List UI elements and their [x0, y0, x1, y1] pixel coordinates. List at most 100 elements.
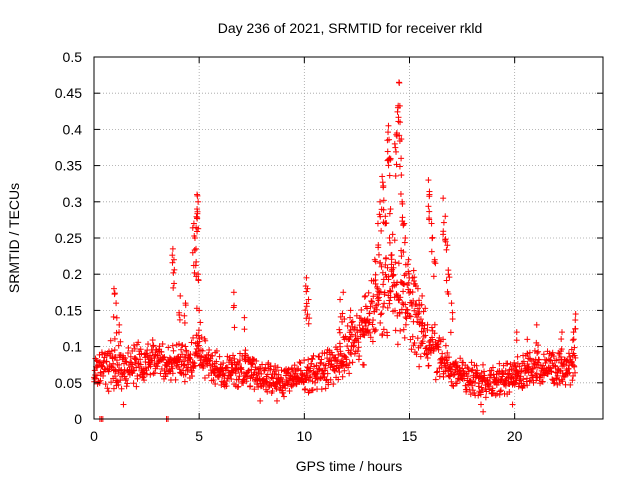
y-tick-label: 0.1: [63, 339, 83, 355]
data-point: [524, 382, 531, 389]
data-point: [440, 373, 447, 380]
data-point: [542, 360, 549, 367]
data-point: [367, 329, 374, 336]
y-tick-label: 0.3: [63, 194, 83, 210]
y-tick-label: 0.4: [63, 121, 83, 137]
data-point: [425, 177, 432, 184]
data-point: [113, 300, 120, 307]
data-point: [169, 252, 176, 259]
data-point: [406, 289, 413, 296]
data-point: [444, 242, 451, 249]
data-point: [110, 385, 117, 392]
data-point: [387, 155, 394, 162]
data-point: [274, 364, 281, 371]
data-point: [317, 375, 324, 382]
data-point: [226, 354, 233, 361]
data-point: [135, 339, 142, 346]
data-point: [199, 347, 206, 354]
data-point: [317, 359, 324, 366]
data-point: [400, 326, 407, 333]
data-point: [348, 331, 355, 338]
data-point: [170, 256, 177, 263]
data-point: [159, 340, 166, 347]
data-point: [286, 387, 293, 394]
data-point: [393, 148, 400, 155]
data-point: [473, 362, 480, 369]
data-point: [178, 346, 185, 353]
data-point: [130, 367, 137, 374]
data-point: [506, 381, 513, 388]
data-point: [409, 302, 416, 309]
data-point: [111, 291, 118, 298]
data-point: [165, 344, 172, 351]
y-tick-label: 0.2: [63, 266, 83, 282]
data-point: [110, 285, 117, 292]
data-point: [103, 358, 110, 365]
data-point: [223, 383, 230, 390]
data-point: [161, 375, 168, 382]
data-point: [550, 377, 557, 384]
data-point: [288, 364, 295, 371]
data-point: [434, 368, 441, 375]
data-point: [397, 119, 404, 126]
x-axis-label: GPS time / hours: [296, 458, 403, 474]
data-point: [306, 374, 313, 381]
data-point: [303, 274, 310, 281]
data-point: [324, 370, 331, 377]
data-point: [410, 297, 417, 304]
data-point: [373, 306, 380, 313]
data-point: [335, 376, 342, 383]
data-point: [273, 397, 280, 404]
data-point: [445, 354, 452, 361]
data-point: [142, 350, 149, 357]
data-point: [416, 363, 423, 370]
data-point: [444, 349, 451, 356]
y-tick-label: 0.15: [55, 302, 82, 318]
data-point: [377, 198, 384, 205]
y-tick-label: 0: [74, 411, 82, 427]
data-point: [565, 365, 572, 372]
data-point: [380, 206, 387, 213]
data-point: [506, 389, 513, 396]
data-point: [171, 266, 178, 273]
data-point: [379, 173, 386, 180]
data-point: [428, 220, 435, 227]
data-point: [560, 362, 567, 369]
data-point: [188, 367, 195, 374]
data-point: [377, 213, 384, 220]
data-point: [265, 359, 272, 366]
data-point: [137, 346, 144, 353]
data-point: [238, 366, 245, 373]
data-point: [467, 391, 474, 398]
data-point: [393, 161, 400, 168]
data-point: [365, 319, 372, 326]
data-point: [411, 274, 418, 281]
data-point: [405, 279, 412, 286]
data-point: [179, 342, 186, 349]
data-point: [176, 316, 183, 323]
data-point: [117, 377, 124, 384]
data-point: [504, 360, 511, 367]
data-point: [559, 378, 566, 385]
data-point: [468, 367, 475, 374]
data-point: [426, 208, 433, 215]
data-point: [154, 363, 161, 370]
data-point: [461, 375, 468, 382]
data-point: [392, 172, 399, 179]
data-point: [388, 261, 395, 268]
data-point: [150, 342, 157, 349]
data-point: [405, 256, 412, 263]
data-point: [572, 317, 579, 324]
data-point: [392, 144, 399, 151]
data-point: [422, 332, 429, 339]
data-point: [297, 360, 304, 367]
data-point: [433, 369, 440, 376]
data-point: [386, 210, 393, 217]
data-point: [558, 336, 565, 343]
data-point: [97, 359, 104, 366]
data-point: [535, 348, 542, 355]
data-point: [241, 326, 248, 333]
data-point: [346, 360, 353, 367]
x-tick-label: 10: [297, 428, 313, 444]
data-point: [505, 370, 512, 377]
